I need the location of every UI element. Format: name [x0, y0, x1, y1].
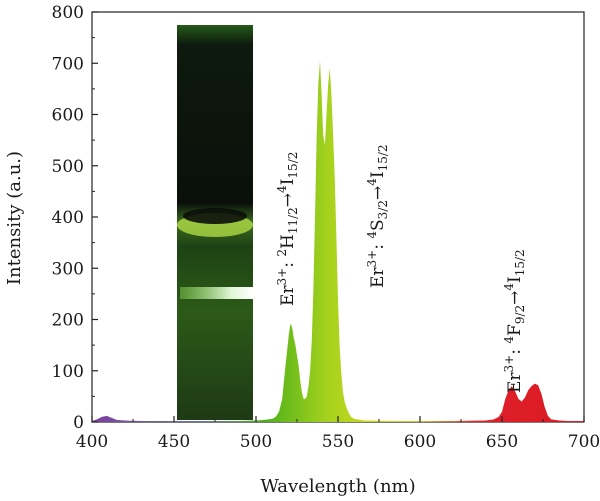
x-axis: 400 450 500 550 600 650 700 [76, 416, 600, 452]
y-tick-label: 100 [52, 362, 84, 382]
annotation-text: → [505, 291, 525, 305]
annotation-superscript: 4 [365, 231, 379, 239]
annotation-text: I [278, 179, 298, 186]
y-tick-label: 300 [52, 259, 84, 279]
annotation-text: Er [278, 285, 298, 306]
annotation-text: : [505, 344, 525, 355]
annotation-4s3-transition: Er3+: 4S3/2→4I15/2 [365, 144, 390, 288]
x-tick-label: 600 [404, 432, 436, 452]
y-tick-label: 600 [52, 106, 84, 126]
x-tick-label: 500 [240, 432, 272, 452]
annotation-text: → [368, 186, 388, 200]
annotation-text: F [505, 324, 525, 336]
y-tick-label: 400 [52, 208, 84, 228]
annotation-subscript: 11/2 [286, 207, 300, 234]
annotation-text: : [278, 257, 298, 268]
y-tick-label: 700 [52, 54, 84, 74]
y-tick-label: 500 [52, 157, 84, 177]
annotation-2h11-transition: Er3+: 2H11/2→4I15/2 [275, 152, 300, 306]
x-tick-label: 650 [486, 432, 518, 452]
annotation-text: H [278, 234, 298, 249]
annotation-text: Er [505, 372, 525, 393]
spectrum-area [92, 60, 584, 422]
x-axis-title: Wavelength (nm) [260, 476, 415, 497]
annotation-superscript: 3+ [365, 250, 379, 268]
y-tick-label: 0 [73, 413, 84, 433]
inset-glow-band [180, 287, 253, 299]
x-tick-label: 700 [568, 432, 600, 452]
annotation-4f9-transition: Er3+: 4F9/2→4I15/2 [502, 249, 527, 393]
annotation-subscript: 3/2 [376, 200, 390, 219]
annotation-text: → [278, 193, 298, 207]
y-tick-label: 800 [52, 3, 84, 23]
photo-inset [177, 25, 253, 420]
x-tick-label: 450 [158, 432, 190, 452]
annotation-superscript: 4 [275, 185, 289, 193]
annotation-text: S [368, 219, 388, 231]
y-tick-label: 200 [52, 311, 84, 331]
annotation-text: Er [368, 267, 388, 288]
annotation-text: I [368, 171, 388, 178]
annotation-superscript: 3+ [275, 268, 289, 286]
x-tick-label: 550 [322, 432, 354, 452]
annotation-superscript: 4 [365, 178, 379, 186]
annotation-superscript: 2 [275, 249, 289, 257]
annotation-superscript: 4 [502, 336, 516, 344]
annotation-subscript: 15/2 [513, 249, 527, 276]
y-axis-title: Intensity (a.u.) [4, 151, 25, 285]
annotation-text: I [505, 276, 525, 283]
annotation-text: : [368, 239, 388, 250]
spectrum-area-path [92, 60, 584, 422]
annotation-subscript: 9/2 [513, 305, 527, 324]
x-tick-label: 400 [76, 432, 108, 452]
annotation-subscript: 15/2 [286, 152, 300, 179]
y-axis: 0 100 200 300 400 500 600 700 800 [52, 3, 98, 433]
annotation-subscript: 15/2 [376, 144, 390, 171]
inset-meniscus-dark [183, 208, 247, 224]
annotation-superscript: 3+ [502, 355, 516, 373]
annotation-superscript: 4 [502, 283, 516, 291]
